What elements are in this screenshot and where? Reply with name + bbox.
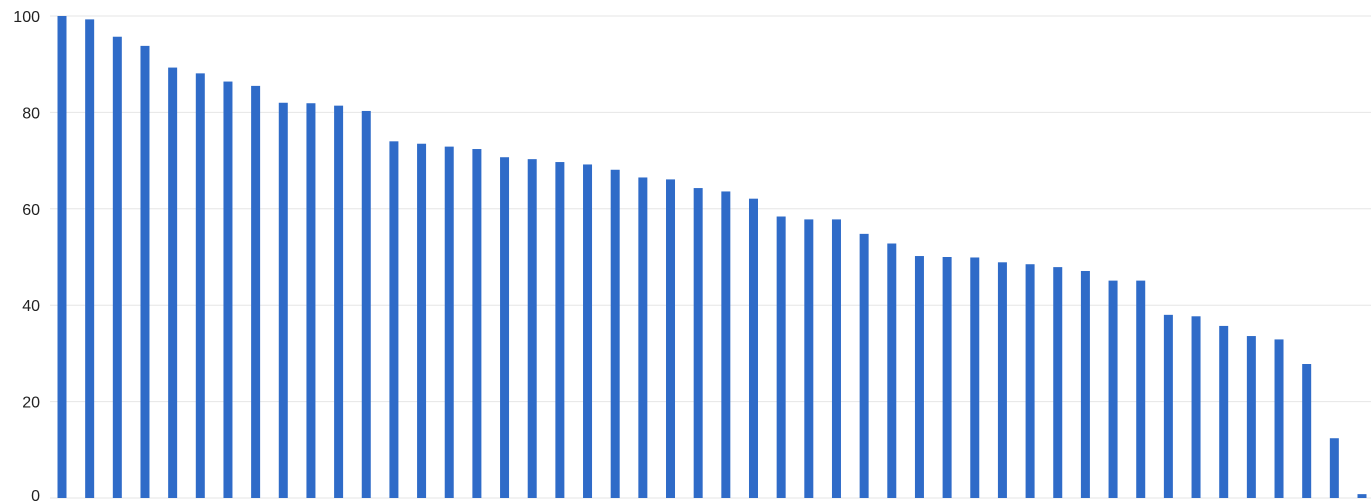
bar: [472, 149, 482, 498]
bar: [306, 103, 316, 499]
bar: [1053, 267, 1063, 498]
bar: [168, 67, 178, 498]
bar: [500, 157, 510, 499]
bar: [1136, 280, 1146, 498]
bar: [1025, 264, 1035, 498]
bar: [748, 198, 758, 498]
bar: [721, 191, 731, 498]
bar: [1219, 325, 1229, 498]
y-tick-label: 40: [22, 298, 40, 315]
bar: [942, 257, 952, 498]
bar: [334, 105, 344, 499]
bar: [1246, 336, 1256, 498]
bars: [57, 16, 1367, 499]
bar: [1274, 339, 1284, 498]
y-tick-label: 0: [31, 488, 40, 503]
y-tick-label: 100: [13, 9, 40, 26]
bar: [223, 81, 233, 499]
bar: [389, 141, 399, 498]
bar: [666, 179, 676, 498]
bar: [583, 164, 593, 498]
y-tick-label: 60: [22, 202, 40, 219]
bar: [638, 177, 648, 498]
bar: [195, 73, 205, 499]
bar: [1163, 314, 1173, 498]
bar: [776, 216, 786, 498]
bar: [887, 243, 897, 498]
y-tick-label: 80: [22, 105, 40, 122]
bar: [1302, 364, 1312, 498]
bar: [251, 85, 261, 498]
bar: [1357, 494, 1367, 498]
bar: [997, 262, 1007, 498]
bar: [527, 159, 537, 498]
bar: [444, 146, 454, 498]
y-axis-tick-labels: 0 20 40 60 80 100: [13, 9, 40, 503]
y-tick-label: 20: [22, 395, 40, 412]
bar: [804, 219, 814, 498]
bar: [417, 143, 427, 499]
bar: [57, 16, 67, 498]
bar: [1080, 270, 1090, 498]
bar: [693, 188, 703, 498]
bar: [278, 102, 288, 498]
bar: [610, 169, 620, 498]
bar: [859, 233, 869, 499]
bar: [555, 162, 565, 499]
bar: [914, 256, 924, 498]
bar: [85, 19, 95, 499]
bar: [970, 257, 980, 498]
bar: [1329, 438, 1339, 498]
bar: [140, 45, 150, 498]
gridlines: [50, 15, 1371, 499]
bar: [831, 219, 841, 498]
bar: [361, 110, 371, 498]
bar: [112, 36, 122, 498]
bar: [1108, 280, 1118, 498]
bar: [1191, 316, 1201, 498]
